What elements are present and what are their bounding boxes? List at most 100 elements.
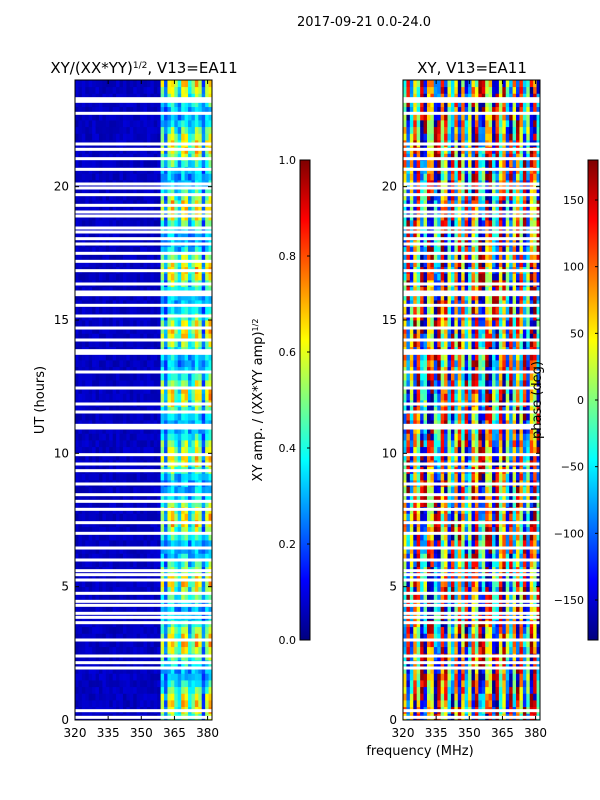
heatmap-cell [78,546,83,554]
heatmap-cell [81,580,86,588]
heatmap-cell [529,700,534,708]
heatmap-cell [105,226,110,234]
flagged-row [75,599,212,603]
heatmap-cell [164,293,168,301]
heatmap-cell [116,626,120,634]
heatmap-cell [129,226,134,234]
heatmap-cell [78,493,83,501]
heatmap-cell [75,600,79,608]
heatmap-cell [85,320,90,328]
heatmap-cell [164,106,168,114]
heatmap-cell [116,200,120,208]
heatmap-cell [194,680,199,688]
heatmap-cell [88,493,93,501]
heatmap-cell [150,300,155,308]
heatmap-cell [140,673,144,681]
heatmap-cell [177,133,182,141]
heatmap-cell [174,273,179,281]
heatmap-cell [184,546,189,554]
heatmap-cell [444,586,448,594]
heatmap-cell [160,306,165,314]
heatmap-cell [205,426,209,434]
heatmap-cell [116,440,120,448]
heatmap-cell [522,673,527,681]
heatmap-cell [416,666,421,674]
heatmap-cell [105,93,110,101]
heatmap-cell [167,120,172,128]
heatmap-cell [181,493,185,501]
heatmap-cell [188,673,192,681]
heatmap-cell [533,593,537,601]
heatmap-cell [181,193,185,201]
heatmap-cell [92,106,96,114]
heatmap-cell [78,673,83,681]
heatmap-cell [112,526,117,534]
heatmap-cell [95,93,100,101]
heatmap-cell [174,360,179,368]
heatmap-cell [474,573,479,581]
heatmap-cell [181,386,185,394]
heatmap-cell [81,493,86,501]
heatmap-cell [143,120,148,128]
heatmap-cell [109,440,114,448]
heatmap-cell [167,533,172,541]
heatmap-cell [201,293,206,301]
heatmap-cell [471,580,476,588]
heatmap-cell [502,666,507,674]
heatmap-cell [498,553,503,561]
heatmap-cell [105,453,110,461]
heatmap-cell [126,573,131,581]
heatmap-cell [177,233,182,241]
heatmap-cell [112,93,117,101]
heatmap-cell [85,340,90,348]
heatmap-cell [461,586,466,594]
heatmap-cell [181,120,185,128]
heatmap-cell [529,666,534,674]
heatmap-cell [75,93,79,101]
heatmap-cell [146,326,151,334]
heatmap-cell [533,686,537,694]
heatmap-cell [194,406,199,414]
heatmap-cell [167,666,172,674]
heatmap-cell [98,513,103,521]
heatmap-cell [184,606,189,614]
heatmap-cell [167,373,172,381]
heatmap-cell [485,606,490,614]
heatmap-cell [109,340,114,348]
heatmap-cell [191,340,196,348]
heatmap-cell [177,120,182,128]
heatmap-cell [160,500,165,508]
heatmap-cell [208,533,213,541]
heatmap-cell [198,626,203,634]
heatmap-cell [143,333,148,341]
heatmap-cell [205,420,209,428]
heatmap-cell [519,600,524,608]
heatmap-cell [75,586,79,594]
heatmap-cell [406,626,411,634]
heatmap-cell [143,626,148,634]
heatmap-cell [81,433,86,441]
flagged-row [75,314,212,318]
heatmap-cell [198,593,203,601]
heatmap-cell [519,606,524,614]
heatmap-cell [102,446,107,454]
heatmap-cell [181,606,185,614]
heatmap-cell [420,586,424,594]
heatmap-cell [157,560,162,568]
heatmap-cell [170,306,175,314]
heatmap-cell [194,593,199,601]
heatmap-cell [191,633,196,641]
heatmap-cell [95,126,100,134]
heatmap-cell [474,546,479,554]
heatmap-cell [150,486,155,494]
heatmap-cell [457,586,462,594]
heatmap-cell [174,426,179,434]
heatmap-cell [502,606,507,614]
heatmap-cell [75,673,79,681]
heatmap-cell [88,473,93,481]
heatmap-cell [416,586,421,594]
heatmap-cell [461,666,466,674]
heatmap-cell [164,333,168,341]
heatmap-cell [146,226,151,234]
heatmap-cell [420,626,424,634]
